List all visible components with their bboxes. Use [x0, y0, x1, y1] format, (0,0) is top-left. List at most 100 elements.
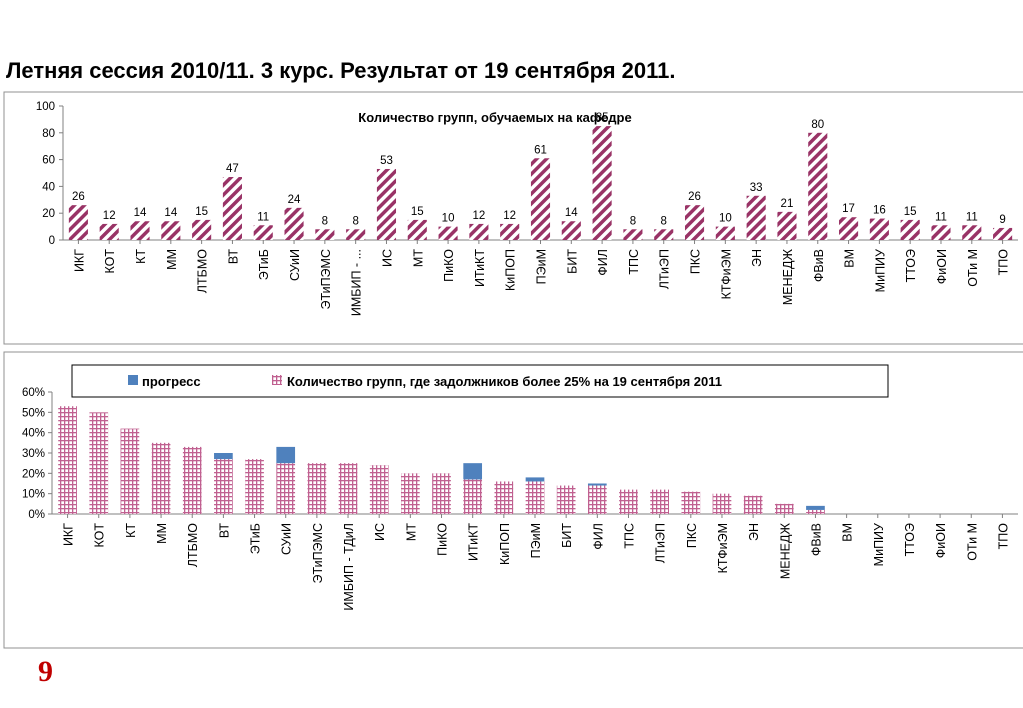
top-chart-frame	[3, 91, 1023, 345]
top-y-tick-label: 40	[42, 181, 55, 193]
top-bar	[407, 219, 427, 240]
progress-bar	[214, 453, 233, 460]
top-category-label: ММ	[165, 249, 179, 270]
top-bar	[839, 217, 859, 240]
bottom-category-label: МЕНЕДЖ	[778, 523, 792, 580]
bottom-category-label: ЭТиПЭМС	[311, 523, 325, 583]
bottom-category-label: КОТ	[93, 523, 107, 548]
top-data-label: 15	[411, 206, 424, 218]
top-bar	[315, 229, 335, 240]
top-category-label: ФиОИ	[935, 249, 949, 284]
bottom-chart: 0% 10% 20% 30% 40% 50% 60% ИКГ КОТ КТ ММ ЛТБМО ВТ ЭТи…	[22, 387, 1018, 611]
debtors-bar	[806, 509, 825, 514]
top-data-label: 12	[503, 210, 516, 222]
debtors-bar	[712, 493, 732, 514]
bottom-y-tick-label: 0%	[28, 509, 45, 521]
progress-bar	[463, 463, 483, 480]
bottom-y-tick-label: 10%	[22, 489, 45, 501]
top-bar	[253, 225, 273, 240]
top-data-label: 33	[750, 182, 763, 194]
top-bar	[376, 168, 397, 240]
top-category-label: КиПОП	[504, 249, 518, 291]
top-bar	[346, 229, 366, 240]
top-data-label: 26	[72, 191, 85, 203]
progress-bar	[806, 505, 825, 510]
top-data-label: 12	[472, 210, 485, 222]
bottom-category-label: ЭН	[747, 523, 761, 541]
top-category-label: МТ	[411, 249, 425, 267]
top-bar	[469, 223, 489, 240]
top-bar	[438, 226, 458, 240]
bottom-category-label: ЛТиЭП	[654, 523, 668, 563]
top-category-label: ЭТиБ	[257, 249, 271, 280]
top-bar	[684, 205, 705, 240]
top-category-label: ФИЛ	[596, 249, 610, 276]
top-category-label: ОТи М	[966, 249, 980, 287]
top-bar	[623, 229, 643, 240]
debtors-bar	[214, 459, 233, 514]
debtors-bar	[587, 485, 607, 514]
top-data-label: 17	[842, 203, 855, 215]
bottom-category-label: ПКС	[685, 523, 699, 548]
bottom-category-label: ИКГ	[62, 523, 76, 546]
top-bar	[962, 225, 982, 240]
legend-swatch-progress	[128, 375, 138, 385]
progress-bar	[525, 477, 545, 482]
top-data-label: 16	[873, 205, 886, 217]
top-bar	[500, 223, 520, 240]
bottom-category-label: ПЭиМ	[529, 523, 543, 558]
top-data-label: 61	[534, 144, 547, 156]
bottom-category-label: МиПИУ	[872, 523, 886, 566]
top-chart-title: Количество групп, обучаемых на кафедре	[358, 110, 631, 125]
bottom-category-label: СУиИ	[280, 523, 294, 555]
debtors-bar	[525, 481, 545, 514]
top-chart: 0 20 40 60 80 100 26 ИКГ 12 КОТ 14 КТ 14 ММ 15 ЛТБМО 47 В…	[36, 101, 1018, 316]
top-bar	[869, 218, 889, 240]
debtors-bar	[556, 485, 576, 514]
bottom-category-label: ФИЛ	[591, 523, 605, 550]
debtors-bar	[120, 428, 140, 514]
bottom-y-tick-label: 20%	[22, 468, 45, 480]
debtors-bar	[432, 473, 451, 514]
top-category-label: ИМБИП - ...	[350, 249, 364, 316]
top-bar	[530, 158, 551, 240]
debtors-bar	[245, 459, 264, 514]
debtors-bar	[338, 463, 358, 514]
top-category-label: ЭН	[750, 249, 764, 267]
top-data-label: 10	[442, 213, 455, 225]
top-category-label: КТФиЭМ	[719, 249, 733, 299]
top-category-label: ТПС	[627, 249, 641, 275]
bottom-category-label: КТ	[124, 523, 138, 538]
debtors-bar	[650, 489, 669, 514]
top-data-label: 21	[781, 198, 794, 210]
top-category-label: ТТОЭ	[904, 249, 918, 282]
debtors-bar	[494, 481, 514, 514]
top-data-label: 14	[565, 207, 578, 219]
top-data-label: 10	[719, 213, 732, 225]
top-category-label: ЛТиЭП	[658, 249, 672, 289]
top-data-label: 8	[322, 215, 328, 227]
bottom-category-label: ТПО	[996, 523, 1010, 550]
top-data-label: 8	[352, 215, 358, 227]
top-data-label: 8	[661, 215, 667, 227]
top-y-tick-label: 100	[36, 101, 55, 113]
top-data-label: 85	[596, 112, 609, 124]
top-data-label: 15	[904, 206, 917, 218]
top-bar	[130, 221, 150, 240]
debtors-bar	[182, 446, 202, 514]
bottom-legend: прогресс Количество групп, где задолжник…	[71, 364, 889, 398]
bottom-category-label: ММ	[155, 523, 169, 544]
top-category-label: ИС	[380, 249, 394, 267]
top-category-label: ПКС	[689, 249, 703, 274]
top-category-label: ИКГ	[72, 249, 86, 272]
top-data-label: 9	[999, 214, 1005, 226]
top-bar	[993, 227, 1013, 240]
top-category-label: СУиИ	[288, 249, 302, 281]
bottom-category-label: ПиКО	[436, 523, 450, 556]
top-bar	[931, 225, 951, 240]
top-bar	[68, 205, 88, 240]
top-bar	[746, 195, 766, 240]
debtors-bar	[151, 442, 171, 514]
top-category-label: ВТ	[226, 249, 240, 265]
